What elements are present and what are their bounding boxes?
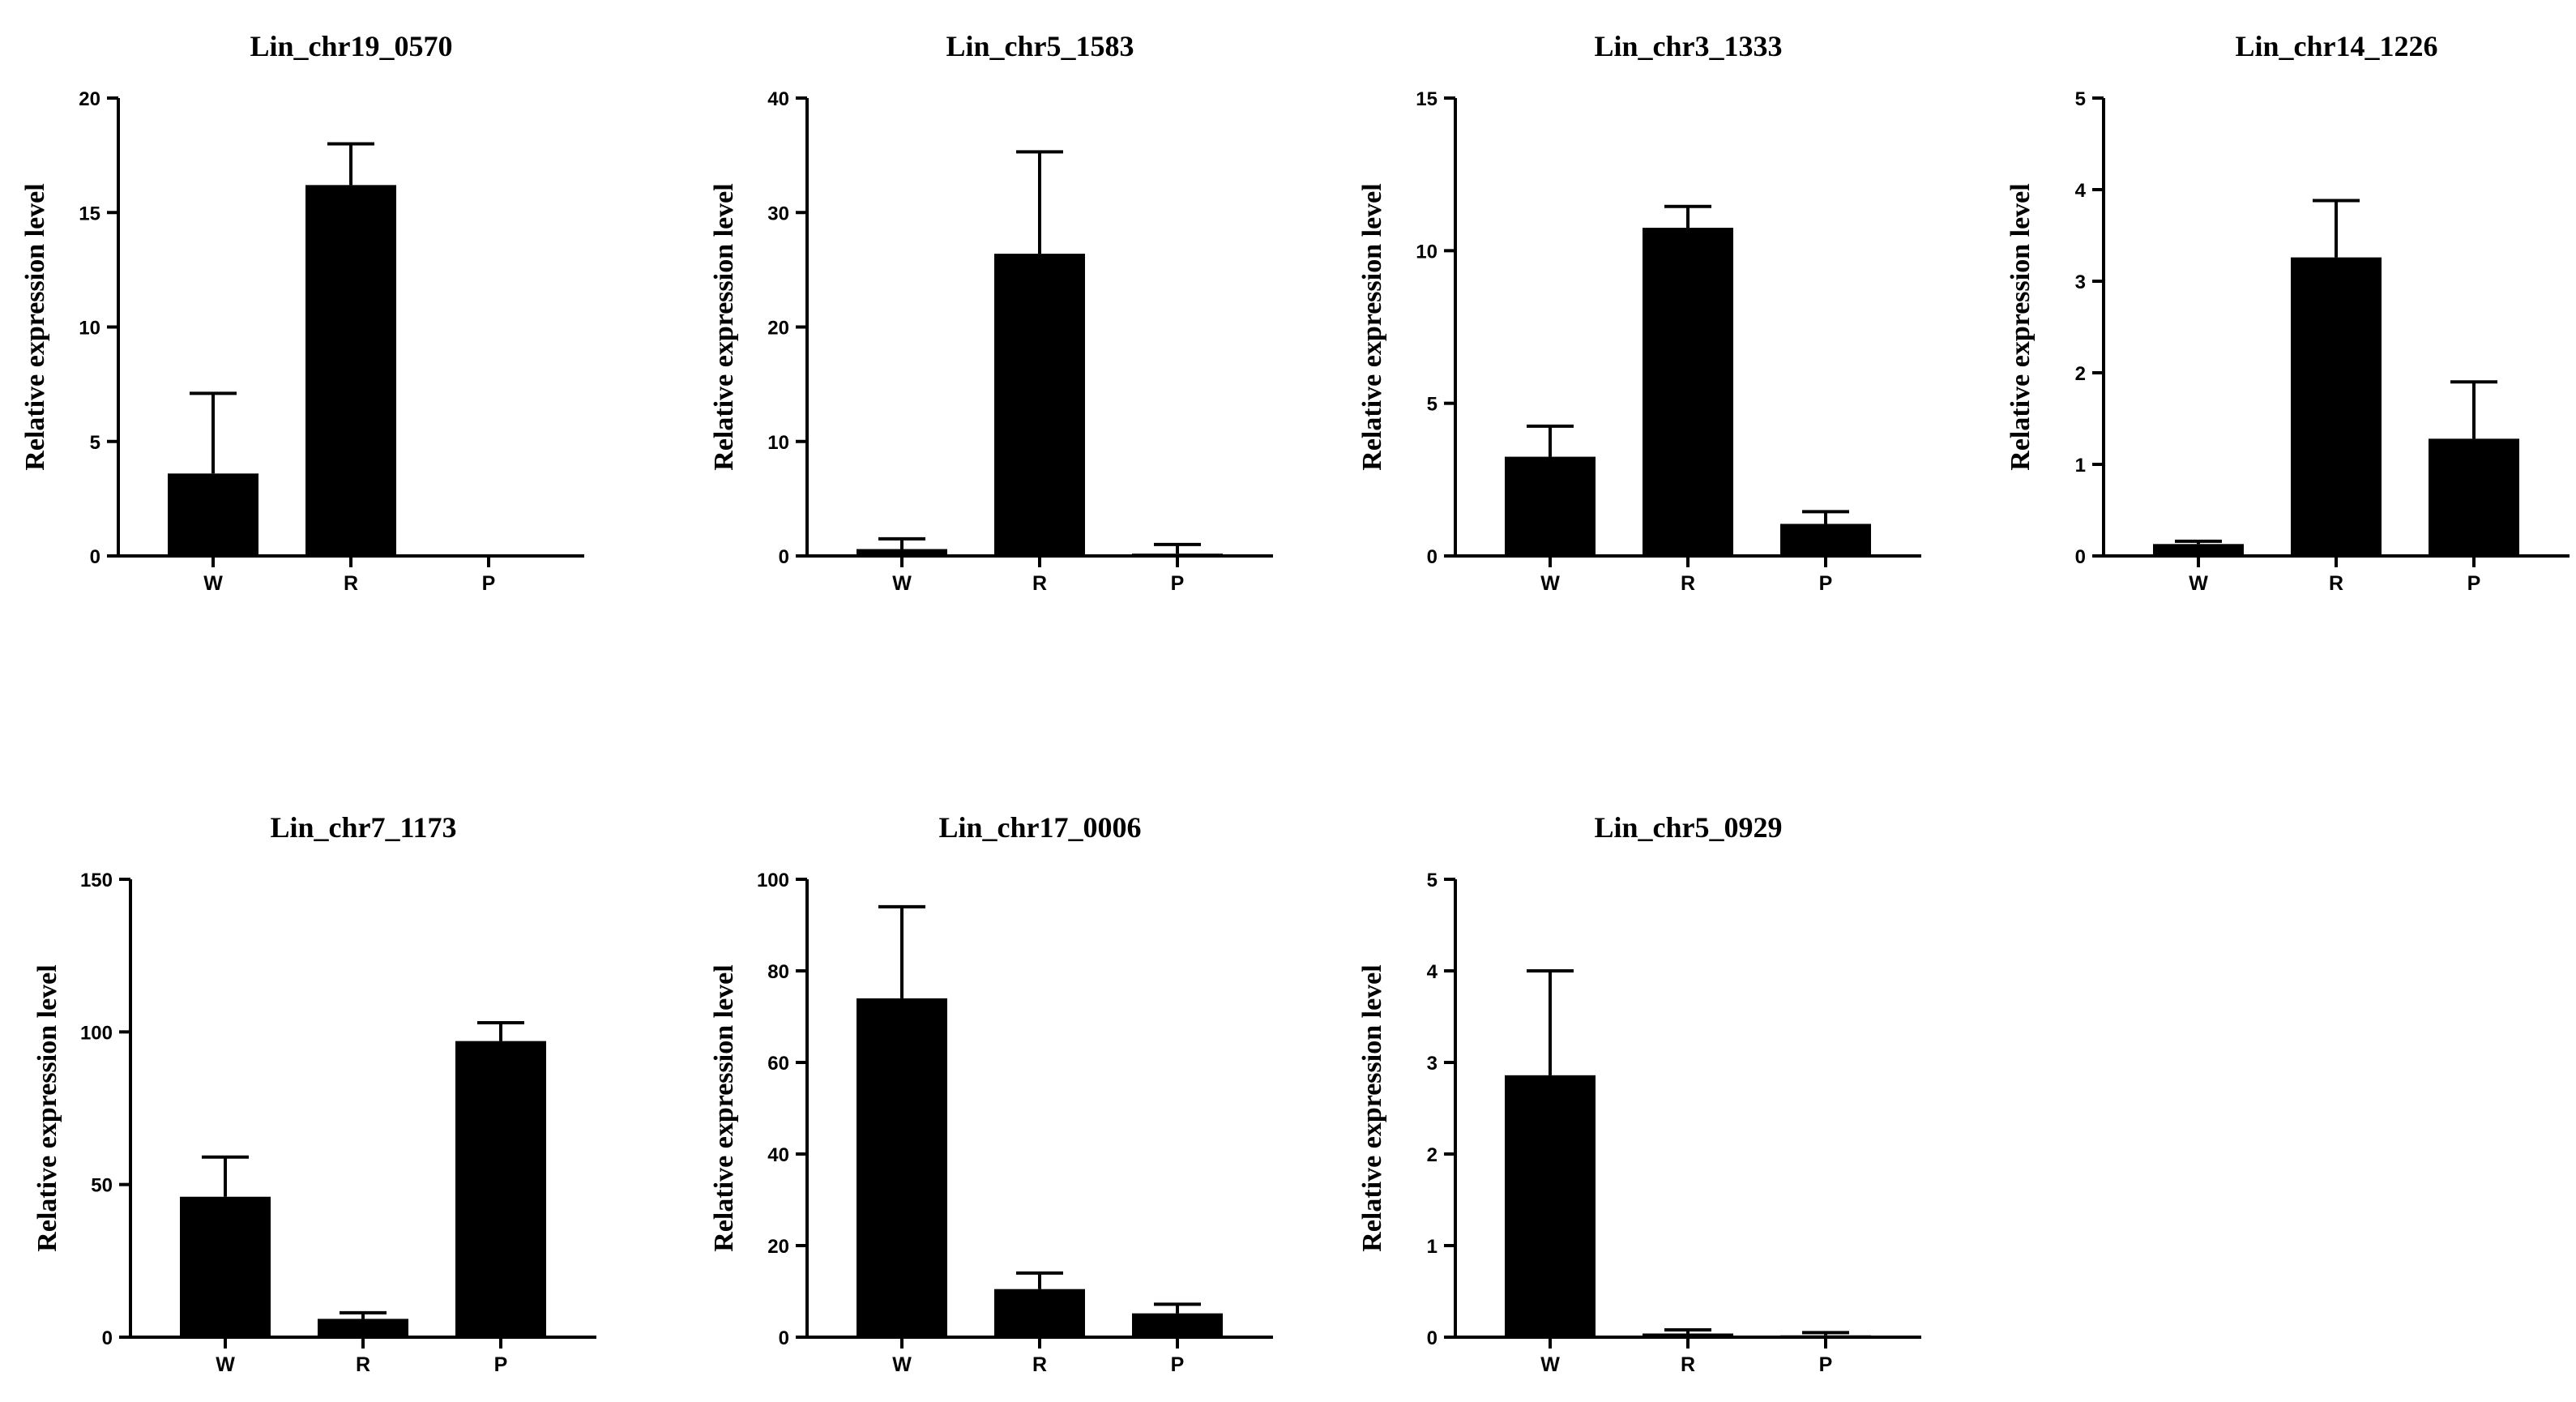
bar xyxy=(318,1319,408,1337)
bar xyxy=(2291,257,2382,556)
bar xyxy=(857,998,947,1337)
x-tick-label: P xyxy=(1819,1353,1833,1376)
y-tick-label: 15 xyxy=(1416,88,1438,110)
bar xyxy=(1780,524,1871,556)
x-tick-label: W xyxy=(1540,1353,1560,1376)
y-tick-label: 40 xyxy=(767,1144,789,1166)
y-tick-label: 100 xyxy=(80,1022,113,1044)
bar xyxy=(1132,1313,1223,1337)
x-tick-label: R xyxy=(356,1353,370,1376)
x-tick-label: R xyxy=(344,572,358,595)
y-tick-label: 2 xyxy=(2075,363,2086,385)
y-tick-label: 3 xyxy=(2075,271,2086,293)
y-tick-label: 60 xyxy=(767,1053,789,1075)
x-tick-label: W xyxy=(1540,572,1560,595)
chart-title: Lin_chr17_0006 xyxy=(938,811,1141,844)
y-tick-label: 5 xyxy=(90,432,100,454)
y-tick-label: 3 xyxy=(1427,1053,1438,1075)
y-tick-label: 40 xyxy=(767,88,789,110)
y-axis-label: Relative expression level xyxy=(1357,183,1387,470)
y-tick-label: 5 xyxy=(1427,394,1438,416)
y-tick-label: 10 xyxy=(767,432,789,454)
y-tick-label: 20 xyxy=(79,88,100,110)
bar xyxy=(305,185,396,556)
y-axis-label: Relative expression level xyxy=(20,183,50,470)
bar xyxy=(2153,544,2244,556)
chart-title: Lin_chr19_0570 xyxy=(250,30,452,62)
chart-title: Lin_chr14_1226 xyxy=(2235,30,2437,62)
y-tick-label: 5 xyxy=(2075,88,2086,110)
bar xyxy=(2429,438,2519,556)
x-tick-label: P xyxy=(2467,572,2481,595)
x-tick-label: R xyxy=(1032,1353,1047,1376)
y-tick-label: 1 xyxy=(1427,1236,1438,1258)
bar xyxy=(1643,228,1733,556)
y-tick-label: 30 xyxy=(767,203,789,224)
bar xyxy=(1505,456,1596,556)
y-tick-label: 4 xyxy=(2075,180,2087,202)
x-tick-label: R xyxy=(2329,572,2343,595)
x-tick-label: W xyxy=(2189,572,2208,595)
x-tick-label: W xyxy=(216,1353,235,1376)
y-axis-label: Relative expression level xyxy=(1357,964,1387,1251)
chart-title: Lin_chr7_1173 xyxy=(270,811,456,844)
x-tick-label: W xyxy=(892,572,912,595)
x-tick-label: P xyxy=(482,572,496,595)
y-tick-label: 0 xyxy=(1427,1327,1438,1349)
chart-panel: Lin_chr19_0570 Relative expression level W… xyxy=(20,30,584,595)
y-tick-label: 1 xyxy=(2075,455,2086,477)
chart-panel: Lin_chr5_1583 Relative expression level W R… xyxy=(709,30,1273,595)
y-tick-label: 150 xyxy=(80,870,113,891)
bar xyxy=(994,254,1085,556)
x-tick-label: R xyxy=(1032,572,1047,595)
y-tick-label: 0 xyxy=(102,1327,113,1349)
x-tick-label: P xyxy=(1171,1353,1185,1376)
y-tick-label: 0 xyxy=(90,546,100,568)
x-tick-label: R xyxy=(1681,1353,1695,1376)
chart-panel: Lin_chr17_0006 Relative expression level W… xyxy=(709,811,1273,1376)
y-tick-label: 0 xyxy=(2075,546,2086,568)
bar xyxy=(994,1289,1085,1337)
chart-panel: Lin_chr3_1333 Relative expression level W R… xyxy=(1357,30,1921,595)
y-axis-label: Relative expression level xyxy=(32,964,62,1251)
chart-title: Lin_chr5_1583 xyxy=(946,30,1134,62)
bar xyxy=(455,1041,546,1337)
bar xyxy=(857,549,947,556)
y-tick-label: 10 xyxy=(1416,241,1438,263)
x-tick-label: P xyxy=(494,1353,508,1376)
y-axis-label: Relative expression level xyxy=(709,183,739,470)
y-tick-label: 4 xyxy=(1427,961,1438,983)
bar xyxy=(1505,1075,1596,1337)
y-tick-label: 80 xyxy=(767,961,789,983)
y-tick-label: 15 xyxy=(79,203,100,224)
x-tick-label: W xyxy=(892,1353,912,1376)
y-tick-label: 0 xyxy=(1427,546,1438,568)
bar xyxy=(180,1196,271,1337)
y-axis-label: Relative expression level xyxy=(709,964,739,1251)
y-tick-label: 0 xyxy=(779,1327,789,1349)
chart-title: Lin_chr3_1333 xyxy=(1594,30,1782,62)
chart-panel: Lin_chr5_0929 Relative expression level W R… xyxy=(1357,811,1921,1376)
y-tick-label: 10 xyxy=(79,318,100,340)
y-tick-label: 50 xyxy=(91,1175,113,1197)
x-tick-label: R xyxy=(1681,572,1695,595)
y-tick-label: 0 xyxy=(779,546,789,568)
y-tick-label: 2 xyxy=(1427,1144,1438,1166)
y-tick-label: 100 xyxy=(757,870,789,891)
chart-title: Lin_chr5_0929 xyxy=(1594,811,1782,844)
x-tick-label: P xyxy=(1819,572,1833,595)
y-tick-label: 20 xyxy=(767,1236,789,1258)
y-axis-label: Relative expression level xyxy=(2006,183,2036,470)
y-tick-label: 20 xyxy=(767,318,789,340)
chart-panel: Lin_chr7_1173 Relative expression level W R… xyxy=(32,811,596,1376)
chart-panel: Lin_chr14_1226 Relative expression level W… xyxy=(2006,30,2570,595)
x-tick-label: P xyxy=(1171,572,1185,595)
bar xyxy=(1643,1333,1733,1337)
y-tick-label: 5 xyxy=(1427,870,1438,891)
x-tick-label: W xyxy=(203,572,223,595)
bar xyxy=(168,473,258,556)
